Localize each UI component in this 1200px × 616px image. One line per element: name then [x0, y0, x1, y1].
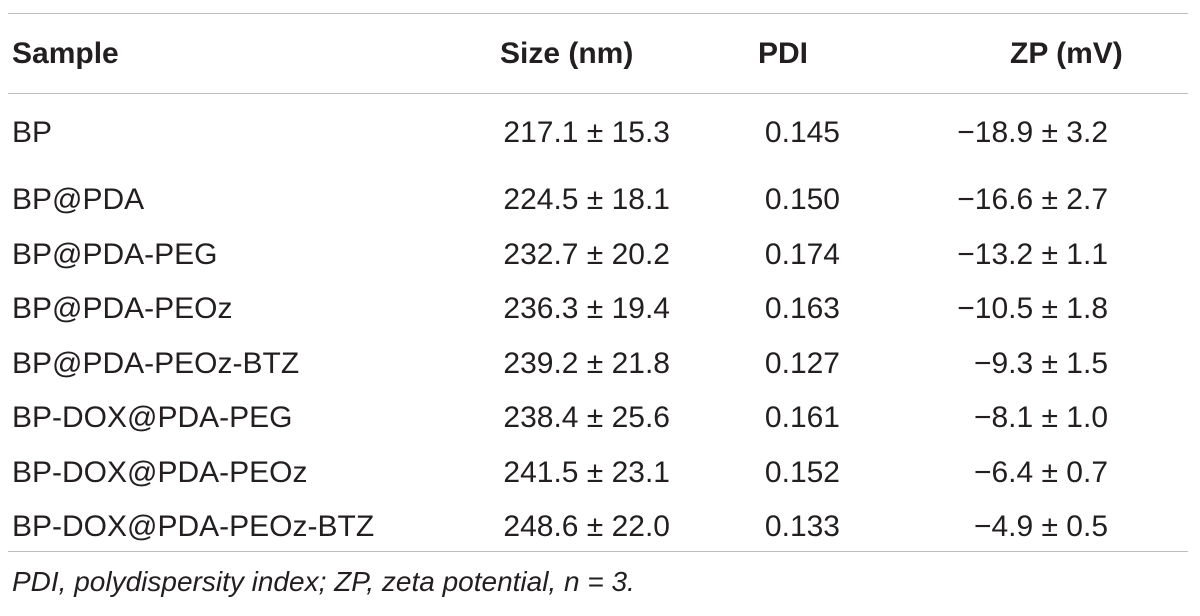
table-row: BP-DOX@PDA-PEG 238.4 ± 25.6 0.161 −8.1 ±…: [0, 391, 1200, 446]
cell-zp: −8.1 ± 1.0: [973, 401, 1108, 435]
cell-size: 248.6 ± 22.0: [503, 510, 670, 544]
cell-sample: BP@PDA-PEG: [12, 237, 218, 271]
cell-pdi: 0.161: [764, 401, 840, 435]
table-body: BP 217.1 ± 15.3 0.145 −18.9 ± 3.2 BP@PDA…: [0, 93, 1200, 555]
cell-sample: BP-DOX@PDA-PEG: [12, 401, 293, 435]
cell-size: 217.1 ± 15.3: [503, 116, 670, 149]
cell-size: 236.3 ± 19.4: [503, 292, 670, 326]
table-top-rule: [8, 13, 1188, 14]
cell-zp: −4.9 ± 0.5: [973, 510, 1108, 544]
cell-sample: BP-DOX@PDA-PEOz-BTZ: [12, 510, 375, 544]
cell-pdi: 0.127: [764, 346, 840, 380]
column-header-zp: ZP (mV): [1010, 36, 1123, 70]
cell-pdi: 0.145: [764, 116, 840, 149]
table-row: BP-DOX@PDA-PEOz-BTZ 248.6 ± 22.0 0.133 −…: [0, 500, 1200, 555]
cell-zp: −18.9 ± 3.2: [957, 116, 1108, 149]
cell-sample: BP: [12, 116, 53, 149]
table-footnote: PDI, polydispersity index; ZP, zeta pote…: [12, 566, 635, 597]
cell-pdi: 0.152: [764, 455, 840, 489]
header-row: Sample Size (nm) PDI ZP (mV): [0, 14, 1200, 93]
cell-pdi: 0.163: [764, 292, 840, 326]
cell-zp: −16.6 ± 2.7: [957, 183, 1108, 217]
cell-sample: BP@PDA: [12, 183, 145, 217]
cell-zp: −9.3 ± 1.5: [973, 346, 1108, 380]
cell-size: 224.5 ± 18.1: [503, 183, 670, 217]
data-table: Sample Size (nm) PDI ZP (mV) BP 217.1 ± …: [0, 14, 1200, 555]
cell-zp: −13.2 ± 1.1: [957, 237, 1108, 271]
cell-size: 232.7 ± 20.2: [503, 237, 670, 271]
table-header-rule: [8, 93, 1188, 94]
table-row: BP-DOX@PDA-PEOz 241.5 ± 23.1 0.152 −6.4 …: [0, 446, 1200, 501]
table-bottom-rule: [8, 551, 1188, 552]
cell-sample: BP-DOX@PDA-PEOz: [12, 455, 308, 489]
table-row: BP@PDA-PEOz-BTZ 239.2 ± 21.8 0.127 −9.3 …: [0, 337, 1200, 392]
cell-zp: −6.4 ± 0.7: [973, 455, 1108, 489]
column-header-sample: Sample: [12, 36, 119, 70]
cell-size: 239.2 ± 21.8: [503, 346, 670, 380]
table-row: BP 217.1 ± 15.3 0.145 −18.9 ± 3.2: [0, 93, 1200, 173]
cell-pdi: 0.174: [764, 237, 840, 271]
cell-zp: −10.5 ± 1.8: [957, 292, 1108, 326]
column-header-pdi: PDI: [758, 36, 809, 70]
table-header: Sample Size (nm) PDI ZP (mV): [0, 14, 1200, 93]
cell-pdi: 0.133: [764, 510, 840, 544]
column-header-size: Size (nm): [500, 36, 634, 70]
table-row: BP@PDA-PEG 232.7 ± 20.2 0.174 −13.2 ± 1.…: [0, 228, 1200, 283]
cell-size: 241.5 ± 23.1: [503, 455, 670, 489]
table-row: BP@PDA-PEOz 236.3 ± 19.4 0.163 −10.5 ± 1…: [0, 282, 1200, 337]
cell-sample: BP@PDA-PEOz: [12, 292, 233, 326]
cell-pdi: 0.150: [764, 183, 840, 217]
cell-sample: BP@PDA-PEOz-BTZ: [12, 346, 300, 380]
table-row: BP@PDA 224.5 ± 18.1 0.150 −16.6 ± 2.7: [0, 173, 1200, 228]
cell-size: 238.4 ± 25.6: [503, 401, 670, 435]
